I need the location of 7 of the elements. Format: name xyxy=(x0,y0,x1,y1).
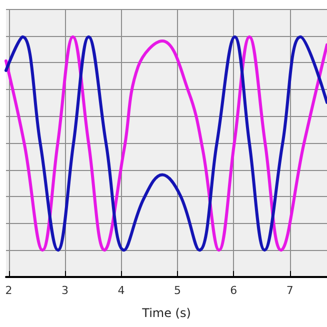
x-tick-label: 4 xyxy=(118,284,125,297)
x-tick-label: 5 xyxy=(174,284,181,297)
x-axis-title: Time (s) xyxy=(141,306,191,320)
x-tick-label: 7 xyxy=(286,284,294,297)
x-tick-label: 3 xyxy=(62,284,69,297)
x-tick-label: 6 xyxy=(230,284,238,297)
x-tick-label: 2 xyxy=(5,284,12,297)
